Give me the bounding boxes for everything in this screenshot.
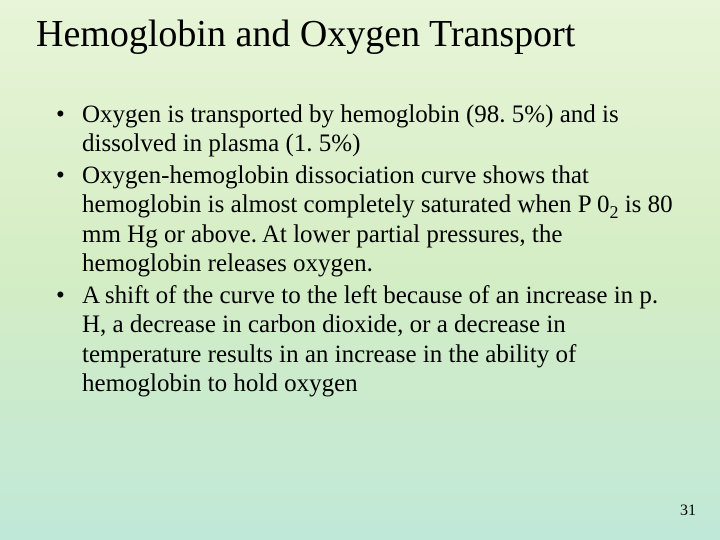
bullet-item-3: A shift of the curve to the left because…: [52, 281, 676, 399]
bullet-list: Oxygen is transported by hemoglobin (98.…: [52, 100, 676, 399]
bullet-item-2: Oxygen-hemoglobin dissociation curve sho…: [52, 161, 676, 279]
bullet-2-pre: Oxygen-hemoglobin dissociation curve sho…: [82, 162, 609, 219]
bullet-item-1: Oxygen is transported by hemoglobin (98.…: [52, 100, 676, 159]
slide-content: Oxygen is transported by hemoglobin (98.…: [0, 56, 720, 399]
slide-title: Hemoglobin and Oxygen Transport: [0, 0, 720, 56]
page-number: 31: [680, 502, 696, 520]
